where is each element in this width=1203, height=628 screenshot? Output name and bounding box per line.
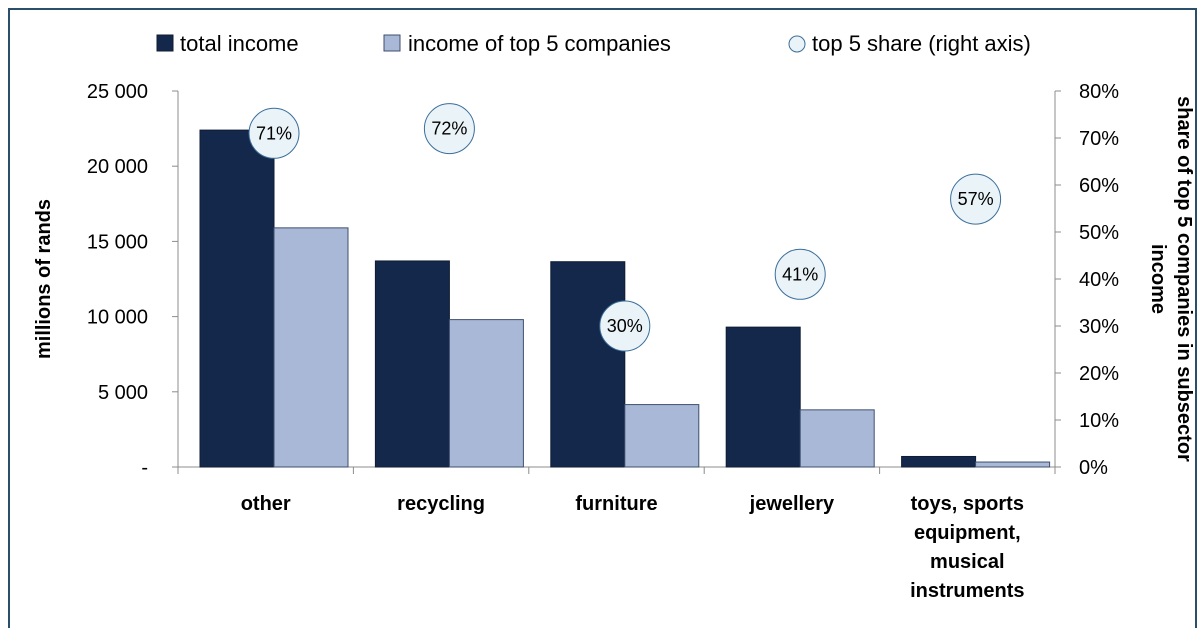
legend-swatch-total-income — [156, 34, 174, 52]
income-chart: - 5 000 10 000 15 000 20 000 25 000 0% 10% 20% 30… — [33, 31, 1195, 602]
legend-swatch-top5-share — [788, 35, 806, 53]
category-label: other — [241, 493, 291, 515]
bar-total-income — [374, 260, 450, 468]
left-axis-tick-label: 15 000 — [87, 231, 148, 253]
left-axis-tick-label: 25 000 — [87, 81, 148, 103]
share-marker — [599, 300, 651, 352]
category-label: recycling — [397, 493, 485, 515]
right-axis-tick-label: 50% — [1079, 222, 1119, 244]
legend-label-top5-share: top 5 share (right axis) — [812, 31, 1031, 56]
left-axis-tick-label: 5 000 — [98, 382, 148, 404]
share-label: 72% — [431, 119, 467, 139]
share-label: 30% — [607, 316, 643, 336]
bar-total-income — [725, 326, 801, 468]
legend-label-total-income: total income — [180, 31, 299, 56]
legend-label-top5-income: income of top 5 companies — [408, 31, 671, 56]
left-axis-tick-label: 10 000 — [87, 307, 148, 329]
legend-swatch-top5-income — [383, 34, 401, 52]
share-marker — [950, 173, 1002, 225]
share-label: 57% — [958, 189, 994, 209]
right-axis-tick-label: 10% — [1079, 410, 1119, 432]
bar-top5-income — [975, 461, 1051, 468]
right-axis-tick-label: 0% — [1079, 457, 1108, 479]
right-axis-tick-label: 20% — [1079, 363, 1119, 385]
share-label: 71% — [256, 123, 292, 143]
left-axis-tick-label: 20 000 — [87, 156, 148, 178]
right-axis-title: share of top 5 companies in subsector — [1173, 96, 1195, 462]
category-label: jewellery — [749, 493, 835, 515]
left-axis-title: millions of rands — [33, 199, 55, 359]
right-axis-tick-label: 30% — [1079, 316, 1119, 338]
right-axis-tick-label: 70% — [1079, 128, 1119, 150]
category-label: toys, sports — [911, 493, 1024, 515]
bar-top5-income — [799, 409, 875, 468]
right-axis-tick-label: 80% — [1079, 81, 1119, 103]
category-label: furniture — [575, 493, 657, 515]
bar-top5-income — [624, 404, 700, 468]
left-axis-tick-label: - — [141, 457, 148, 479]
category-label: instruments — [910, 580, 1024, 602]
share-marker — [774, 248, 826, 300]
share-marker — [248, 107, 300, 159]
bar-top5-income — [448, 319, 524, 468]
right-axis-tick-label: 40% — [1079, 269, 1119, 291]
bar-total-income — [550, 261, 626, 468]
right-axis-title: income — [1147, 244, 1169, 314]
bar-total-income — [901, 455, 977, 468]
right-axis-tick-label: 60% — [1079, 175, 1119, 197]
share-marker — [423, 103, 475, 155]
bar-total-income — [199, 129, 275, 468]
bar-top5-income — [273, 227, 349, 468]
share-label: 41% — [782, 264, 818, 284]
category-label: equipment, — [914, 522, 1021, 544]
category-label: musical — [930, 551, 1004, 573]
